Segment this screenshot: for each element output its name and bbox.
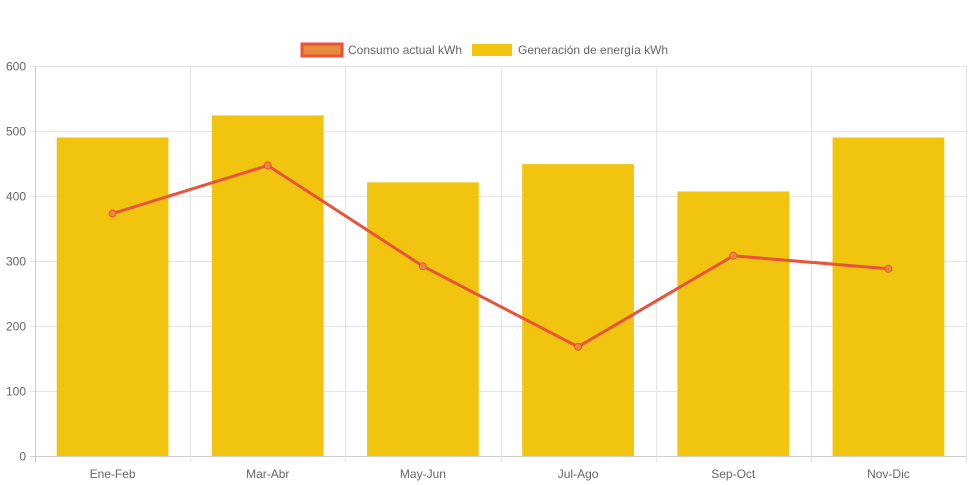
bar [832, 137, 945, 456]
series-line [112, 163, 889, 349]
legend-label-consumo: Consumo actual kWh [348, 43, 462, 57]
axes: 0 100 200 300 400 500 600 Ene-Feb Mar-Abr May-Jun… [6, 60, 910, 482]
y-tick-label: 600 [6, 60, 26, 74]
y-tick-label: 400 [6, 190, 26, 204]
bar-series-generacion [56, 115, 945, 457]
y-tick-label: 100 [6, 385, 26, 399]
x-tick-label: Jul-Ago [558, 467, 599, 481]
line-point [884, 264, 893, 273]
legend-item-consumo[interactable]: Consumo actual kWh [300, 42, 462, 58]
legend-item-generacion[interactable]: Generación de energía kWh [472, 43, 668, 57]
legend-swatch-generacion [472, 44, 512, 56]
line-point [263, 161, 272, 170]
legend-swatch-consumo [300, 42, 344, 58]
bar [677, 191, 790, 456]
x-tick-label: Nov-Dic [867, 467, 910, 481]
bar [522, 164, 634, 456]
bar [367, 182, 479, 456]
legend: Consumo actual kWh Generación de energía… [300, 42, 668, 58]
bar [56, 137, 169, 456]
x-tick-label: May-Jun [400, 467, 446, 481]
y-tick-label: 0 [19, 450, 26, 464]
line-series-consumo [108, 161, 893, 351]
y-tick-label: 500 [6, 125, 26, 139]
legend-label-generacion: Generación de energía kWh [518, 43, 668, 57]
x-tick-label: Mar-Abr [246, 467, 289, 481]
grid [30, 66, 967, 462]
line-point [108, 209, 117, 218]
bar [211, 115, 324, 457]
y-tick-label: 300 [6, 255, 26, 269]
x-tick-label: Sep-Oct [711, 467, 756, 481]
y-tick-label: 200 [6, 320, 26, 334]
line-point [574, 342, 583, 351]
x-tick-label: Ene-Feb [90, 467, 136, 481]
line-point [418, 262, 427, 271]
line-point [729, 251, 738, 260]
